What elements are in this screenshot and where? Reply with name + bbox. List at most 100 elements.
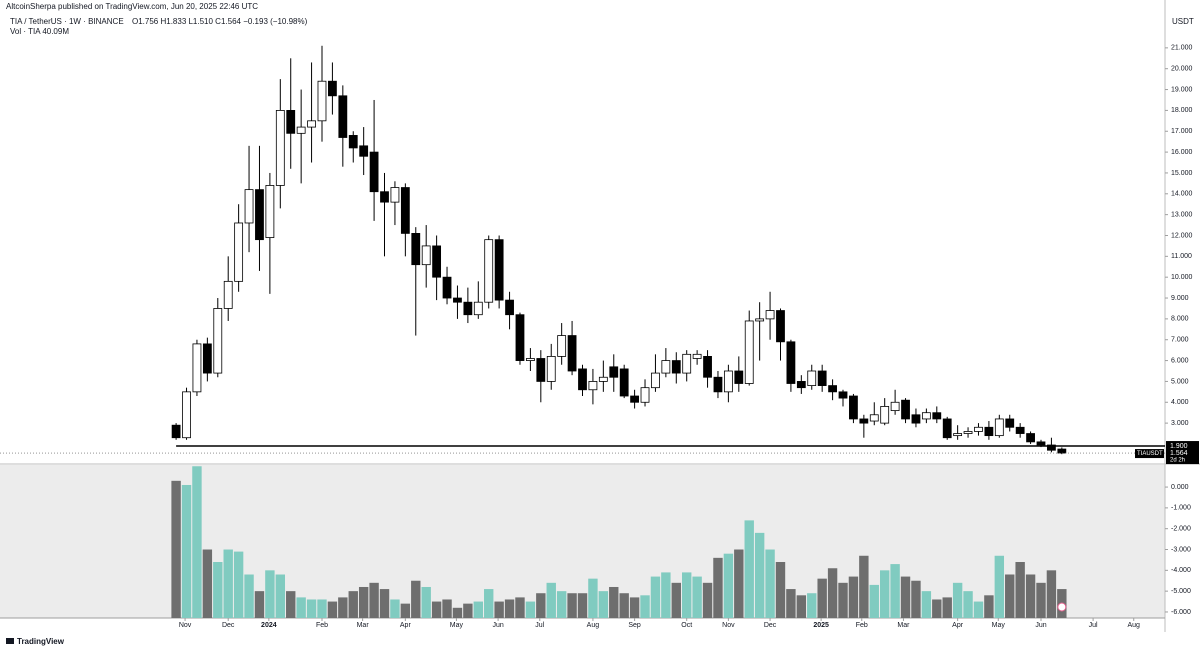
candle-body <box>1015 426 1025 434</box>
y-tick-label: 7.000 <box>1171 337 1189 344</box>
level-label: 1.900 <box>1170 443 1188 450</box>
volume-bar <box>317 599 327 618</box>
y-tick-label: 12.000 <box>1171 232 1193 239</box>
y-tick-label: 20.000 <box>1171 66 1193 73</box>
countdown-label: 2d 2h <box>1170 458 1185 464</box>
volume-bar <box>504 599 515 618</box>
candle-body <box>744 320 754 384</box>
y-tick-label: 11.000 <box>1171 253 1192 260</box>
x-tick-label: May <box>450 622 464 629</box>
volume-bar <box>275 574 286 618</box>
candle-body <box>400 187 410 234</box>
volume-bar <box>963 591 973 618</box>
tv-logo: TradingView <box>6 637 65 646</box>
volume-bar <box>911 580 921 618</box>
volume-bar <box>358 586 369 618</box>
candle-body <box>484 239 494 303</box>
volume-bar <box>192 466 202 618</box>
volume-bar <box>827 568 838 618</box>
last-price-bg <box>1166 449 1199 465</box>
candle-body <box>671 360 681 374</box>
volume-bar <box>994 555 1005 618</box>
y-tick-label: 3.000 <box>1171 420 1189 427</box>
volume-bar <box>265 570 275 618</box>
volume-bar <box>932 599 942 618</box>
volume-bar <box>254 591 265 618</box>
candle-body <box>317 80 327 122</box>
candle-body <box>421 245 431 266</box>
candle-body <box>275 110 285 186</box>
volume-bar <box>213 562 223 618</box>
volume-bar <box>765 549 775 618</box>
volume-bar <box>286 591 296 618</box>
candle-body <box>619 368 629 397</box>
y-tick-label: 6.000 <box>1171 357 1189 364</box>
volume-bar <box>1046 570 1057 618</box>
volume-bar <box>327 601 338 618</box>
y-tick-label: 10.000 <box>1171 274 1193 281</box>
alert-icon <box>1057 602 1067 612</box>
volume-bar <box>348 591 358 618</box>
volume-bar <box>431 601 442 618</box>
y-tick-label: 18.000 <box>1171 107 1193 114</box>
volume-legend: Vol · TIA 40.09M <box>10 27 69 36</box>
volume-bar <box>452 607 463 618</box>
candle-body <box>525 358 535 361</box>
x-tick-label: Nov <box>722 622 735 629</box>
y-tick-label: 4.000 <box>1171 399 1189 406</box>
volume-bar <box>869 584 879 618</box>
volume-bar <box>629 597 640 618</box>
x-tick-label: Mar <box>897 622 910 629</box>
volume-bar <box>671 582 681 618</box>
y-tick-label: 16.000 <box>1171 149 1193 156</box>
footer-brand: TradingView <box>17 637 65 646</box>
candle-body <box>921 412 931 420</box>
candle-body <box>265 185 275 238</box>
candle-body <box>1036 441 1046 446</box>
candle-body <box>223 280 233 309</box>
level-label-bg <box>1166 441 1199 452</box>
candle-body <box>255 189 264 241</box>
candle-body <box>515 314 525 361</box>
volume-bar <box>536 593 546 618</box>
candle-body <box>734 370 744 384</box>
candle-body <box>776 310 785 343</box>
y-tick-label: -4.000 <box>1171 567 1191 574</box>
candle-body <box>932 412 942 420</box>
candle-body <box>817 370 827 386</box>
volume-bar <box>744 520 754 618</box>
x-tick-label: Dec <box>764 622 777 629</box>
candle-body <box>911 414 921 424</box>
x-tick-label: Aug <box>587 622 600 629</box>
y-tick-label: 0.000 <box>1171 484 1189 491</box>
volume-bar <box>713 557 723 618</box>
x-tick-label: Feb <box>316 622 328 629</box>
volume-bar <box>421 586 431 618</box>
volume-bar <box>775 562 786 618</box>
y-tick-label: -3.000 <box>1171 546 1191 553</box>
x-tick-label: Oct <box>681 622 692 629</box>
volume-bar <box>463 603 473 618</box>
candle-body <box>765 310 775 320</box>
volume-bar <box>754 532 765 618</box>
y-tick-label: -2.000 <box>1171 526 1191 533</box>
y-tick-label: 13.000 <box>1171 211 1193 218</box>
x-tick-label: 2025 <box>813 622 829 629</box>
candle-body <box>786 341 796 384</box>
x-tick-label: Dec <box>222 622 235 629</box>
candle-body <box>1047 444 1056 451</box>
volume-bar <box>640 595 650 618</box>
candle-body <box>369 151 379 193</box>
candle-body <box>984 426 994 437</box>
candle-body <box>838 391 848 399</box>
volume-bar <box>171 480 181 618</box>
volume-bar <box>577 593 588 618</box>
volume-bar <box>702 582 713 618</box>
volume-bar <box>650 576 661 618</box>
volume-bar <box>181 484 192 618</box>
x-tick-label: Feb <box>856 622 868 629</box>
candle-body <box>609 366 619 378</box>
candle-body <box>442 276 452 299</box>
candle-body <box>598 376 608 382</box>
